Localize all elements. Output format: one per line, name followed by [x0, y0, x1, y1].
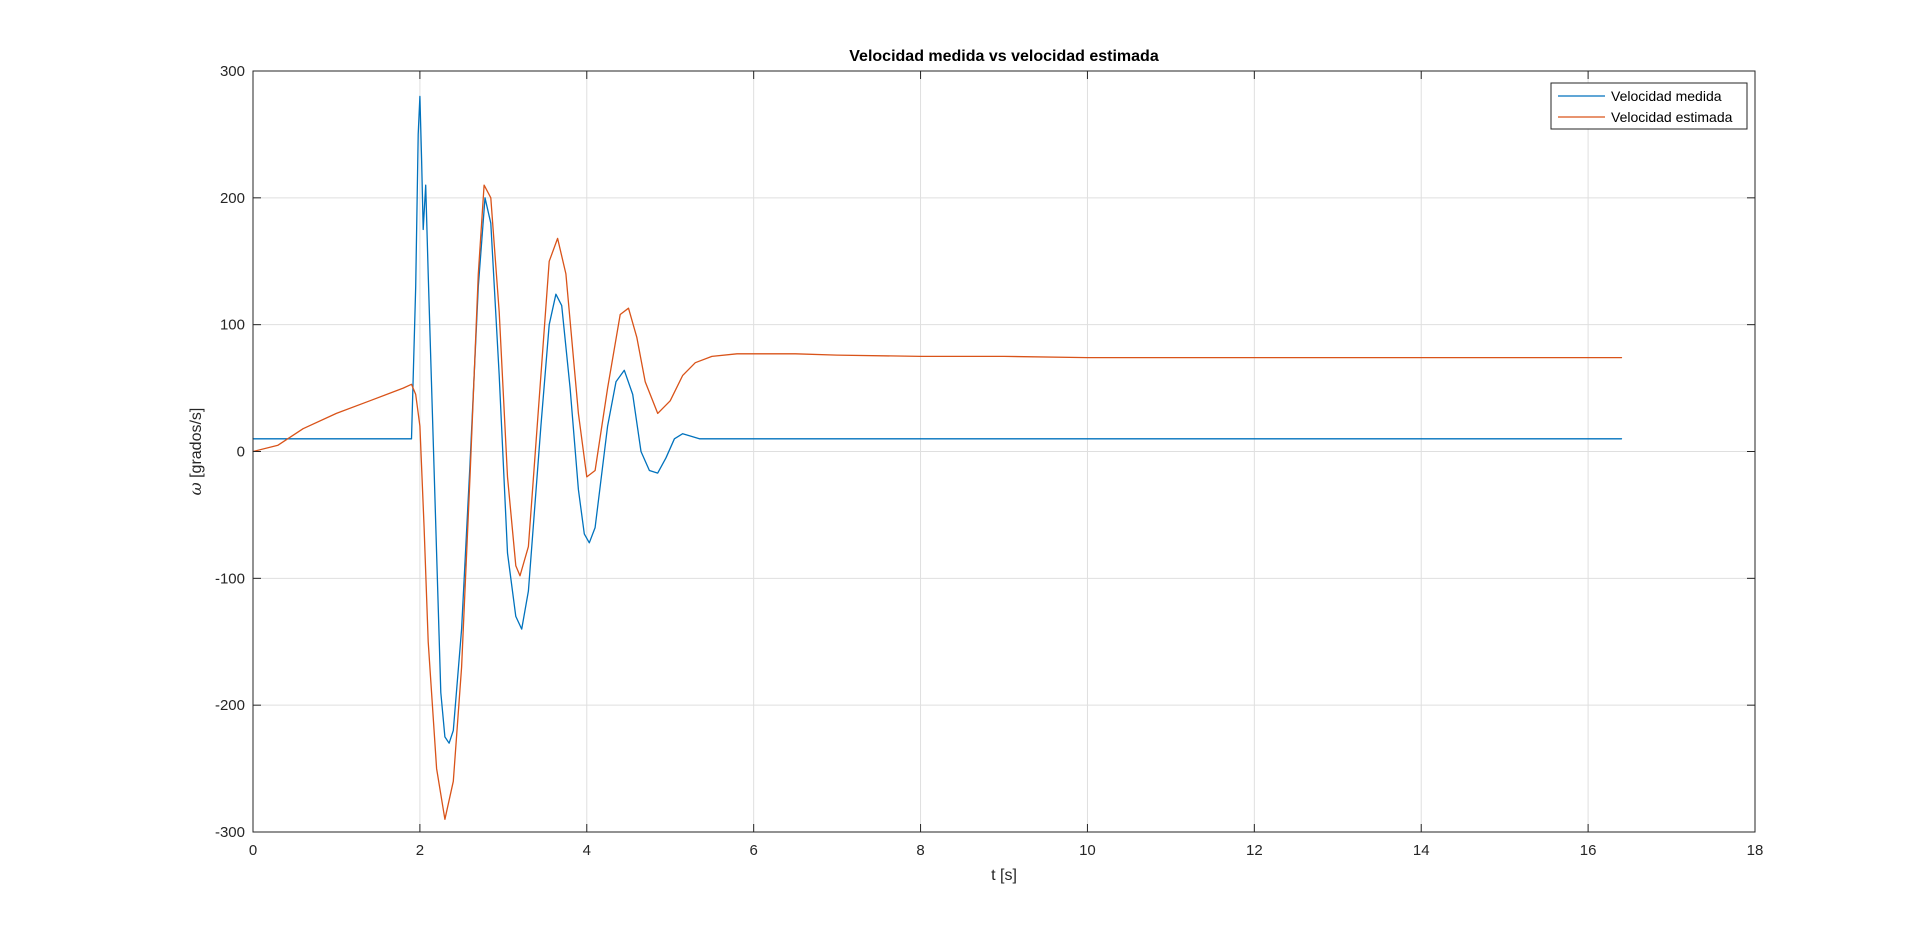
series-line-velocidad-estimada: [252, 184, 1623, 820]
series-line-velocidad-medida: [252, 95, 1623, 744]
y-tick-label: 300: [220, 63, 245, 80]
y-axis-label: ω [grados/s]: [186, 408, 205, 496]
y-tick-label: -100: [215, 570, 245, 587]
x-tick-label: 10: [1079, 842, 1096, 859]
series-lines: [252, 95, 1623, 820]
chart-title: Velocidad medida vs velocidad estimada: [849, 48, 1159, 65]
legend: Velocidad medida Velocidad estimada: [1550, 82, 1748, 130]
axis-ticks: 0 2 4 6 8 10 12 14 16 18 -300 -200 -100 0 100 200 300: [215, 63, 1763, 859]
y-axis-unit: [grados/s]: [188, 408, 205, 478]
y-tick-label: 200: [220, 190, 245, 207]
legend-label-velocidad-estimada: Velocidad estimada: [1611, 109, 1733, 125]
legend-box: [1550, 82, 1748, 130]
y-tick-label: -300: [215, 824, 245, 841]
x-tick-label: 12: [1246, 842, 1263, 859]
grid-lines: [253, 71, 1755, 832]
x-tick-label: 16: [1580, 842, 1597, 859]
x-tick-label: 4: [583, 842, 591, 859]
y-axis-symbol: ω: [186, 482, 205, 495]
legend-label-velocidad-medida: Velocidad medida: [1611, 88, 1722, 104]
x-tick-label: 14: [1413, 842, 1430, 859]
x-tick-label: 18: [1747, 842, 1764, 859]
y-tick-label: 100: [220, 317, 245, 334]
y-tick-label: -200: [215, 697, 245, 714]
x-tick-label: 2: [416, 842, 424, 859]
x-tick-label: 8: [916, 842, 924, 859]
x-axis-label: t [s]: [991, 867, 1017, 884]
x-tick-label: 6: [749, 842, 757, 859]
x-tick-label: 0: [249, 842, 257, 859]
y-tick-label: 0: [237, 444, 245, 461]
